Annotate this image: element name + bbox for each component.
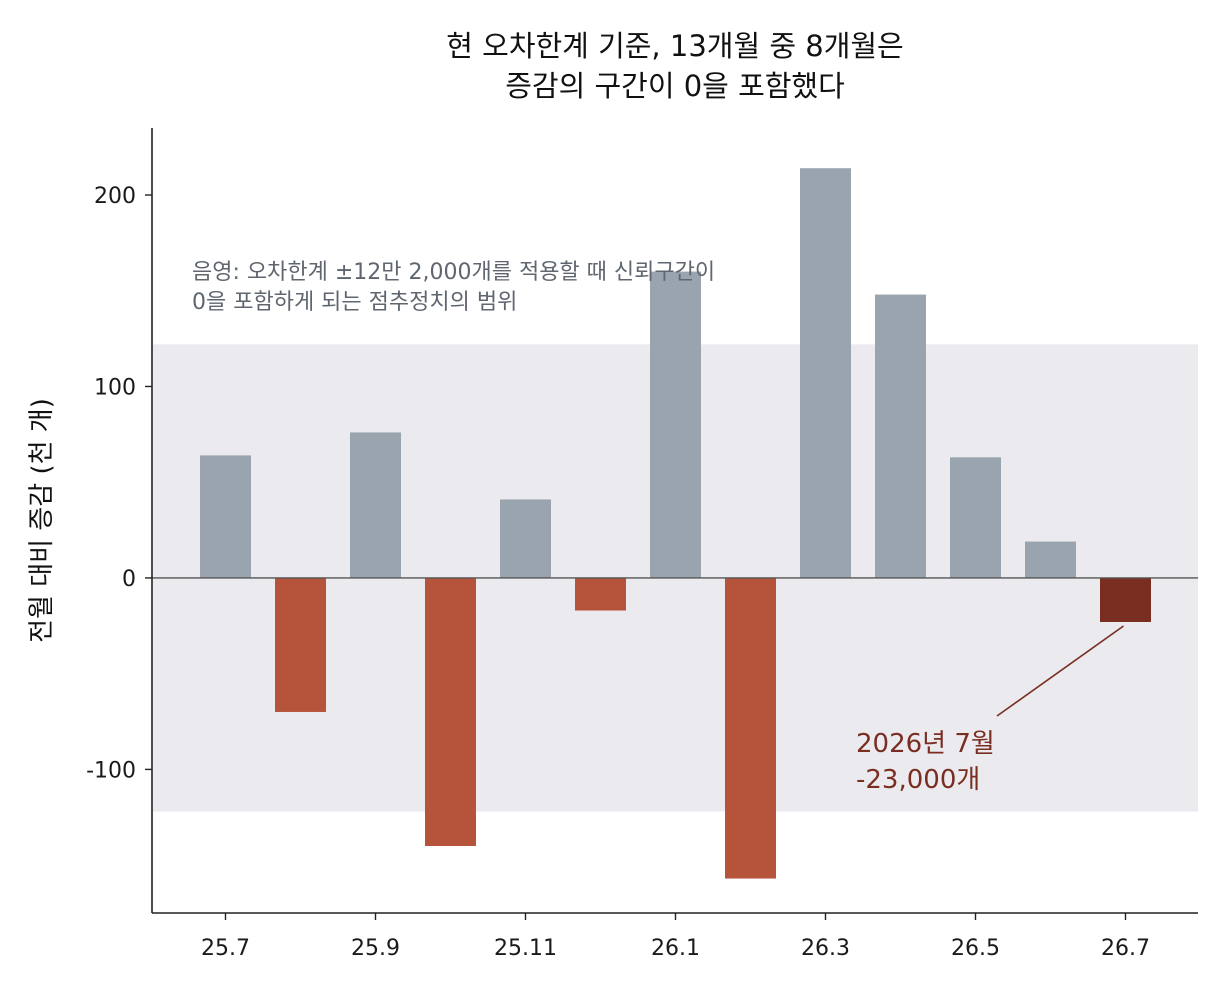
- y-tick-label-100: 100: [94, 375, 136, 400]
- bar-25.8: [275, 577, 326, 712]
- bar-26.2: [725, 577, 776, 879]
- band-note-line-1: 음영: 오차한계 ±12만 2,000개를 적용할 때 신뢰구간이: [192, 260, 715, 285]
- y-tick-label-0: 0: [122, 567, 136, 592]
- bar-26.5: [950, 457, 1001, 578]
- x-tick-label-25.7: 25.7: [201, 936, 250, 961]
- x-tick-label-26.7: 26.7: [1101, 936, 1150, 961]
- callout-line-2: -23,000개: [856, 765, 980, 795]
- chart-title-line-2: 증감의 구간이 0을 포함했다: [505, 69, 845, 103]
- x-tick-label-26.3: 26.3: [801, 936, 850, 961]
- x-tick-label-25.9: 25.9: [351, 936, 400, 961]
- x-tick-label-25.11: 25.11: [494, 936, 557, 961]
- bar-26.6: [1025, 541, 1076, 578]
- callout-leader-line: [996, 625, 1124, 717]
- bar-25.10: [425, 577, 476, 846]
- callout-line-1: 2026년 7월: [856, 729, 995, 759]
- bar-25.12: [575, 577, 626, 611]
- bar-26.3: [800, 168, 851, 578]
- band-note-line-2: 0을 포함하게 되는 점추정치의 범위: [192, 290, 517, 315]
- x-tick-label-26.5: 26.5: [951, 936, 1000, 961]
- bar-25.9: [350, 432, 401, 578]
- y-tick-label-200: 200: [94, 184, 136, 209]
- x-tick-label-26.1: 26.1: [651, 936, 700, 961]
- bar-26.7: [1100, 577, 1151, 622]
- bar-26.4: [875, 294, 926, 578]
- bar-25.7: [200, 455, 251, 578]
- bar-25.11: [500, 499, 551, 578]
- y-tick-label--100: -100: [86, 758, 136, 783]
- y-axis-label: 전월 대비 증감 (천 개): [27, 398, 57, 643]
- bar-26.1: [650, 271, 701, 578]
- chart-title-line-1: 현 오차한계 기준, 13개월 중 8개월은: [446, 29, 904, 63]
